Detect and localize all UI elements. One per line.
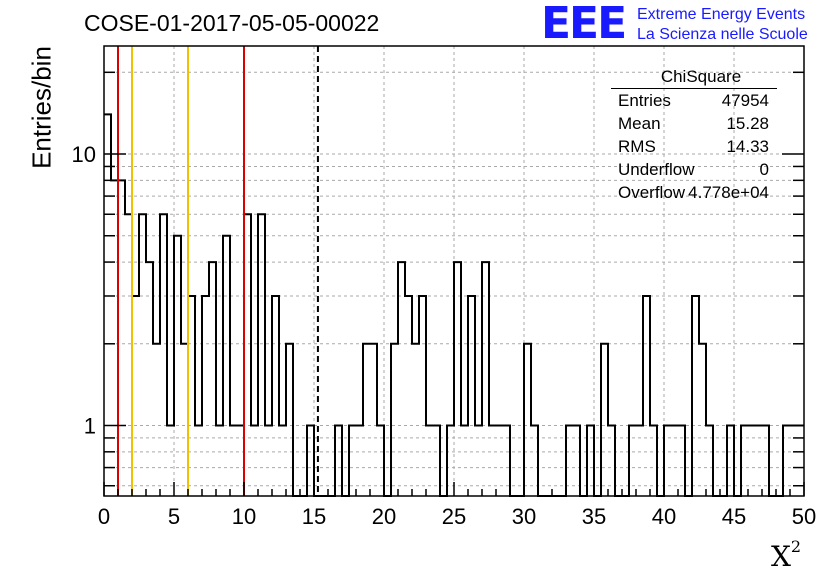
histogram-bin: [139, 214, 146, 496]
histogram-bin: [699, 344, 706, 496]
histogram-bin: [363, 344, 370, 496]
logo-line-2: La Scienza nelle Scuole: [637, 26, 808, 43]
marker-lines: [117, 46, 319, 496]
x-tick-label: 35: [582, 504, 606, 529]
histogram-bin: [286, 344, 293, 496]
histogram-bin: [118, 180, 125, 496]
x-tick-label: 40: [652, 504, 676, 529]
x-tick-label: 5: [168, 504, 180, 529]
x-tick-label: 25: [442, 504, 466, 529]
x-tick-label: 15: [302, 504, 326, 529]
stat-value: 0: [759, 160, 769, 179]
y-tick-label: 1: [84, 414, 96, 439]
histogram-bin: [405, 296, 412, 496]
stat-value: 47954: [721, 91, 769, 110]
histogram-bin: [419, 296, 426, 496]
stat-name: Entries: [618, 91, 671, 110]
chart-title: COSE-01-2017-05-05-00022: [84, 10, 380, 36]
histogram-bin: [244, 214, 251, 496]
stat-row-rms: RMS 14.33: [611, 135, 779, 158]
stat-row-underflow: Underflow 0: [611, 158, 779, 181]
histogram-bin: [125, 214, 132, 496]
stats-divider: [611, 88, 777, 89]
x-tick-label: 0: [98, 504, 110, 529]
x-tick-label: 20: [372, 504, 396, 529]
stat-name: Mean: [618, 114, 661, 133]
histogram-bin: [454, 262, 461, 496]
histogram-bin: [111, 180, 118, 496]
axis-ticks: 0 5 10 15 20 25 30 35 40 45 50 1 10: [72, 71, 816, 529]
histogram-bin: [174, 236, 181, 496]
histogram-bin: [398, 262, 405, 496]
x-tick-label: 10: [232, 504, 256, 529]
histogram-bin: [153, 344, 160, 496]
histogram-bin: [146, 262, 153, 496]
histogram-bin: [482, 262, 489, 496]
stat-name: RMS: [618, 137, 656, 156]
x-tick-label: 45: [722, 504, 746, 529]
stat-row-overflow: Overflow 4.778e+04: [611, 181, 779, 204]
histogram-bin: [370, 344, 377, 496]
histogram-bin: [209, 262, 216, 496]
stat-value: 4.778e+04: [688, 183, 769, 202]
histogram-bin: [181, 344, 188, 496]
stat-name: Underflow: [618, 160, 695, 179]
histogram-bin: [160, 214, 167, 496]
histogram-bin: [524, 344, 531, 496]
histogram-bin: [188, 296, 195, 496]
x-axis-label: X2: [771, 537, 801, 572]
logo-mark: EEE: [541, 0, 627, 49]
stat-value: 15.28: [726, 114, 769, 133]
histogram: [104, 113, 804, 497]
histogram-bin: [202, 296, 209, 496]
histogram-bin: [601, 344, 608, 496]
histogram-bin: [643, 296, 650, 496]
x-tick-label: 50: [792, 504, 816, 529]
stats-title: ChiSquare: [660, 67, 742, 86]
histogram-bin: [692, 296, 699, 496]
histogram-bin: [272, 296, 279, 496]
stat-row-entries: Entries 47954: [611, 89, 779, 112]
stat-name: Overflow: [618, 183, 686, 202]
stat-row-mean: Mean 15.28: [611, 112, 779, 135]
histogram-bin: [132, 296, 139, 496]
histogram-bin: [468, 296, 475, 496]
stat-value: 14.33: [726, 137, 769, 156]
logo-line-1: Extreme Energy Events: [637, 6, 806, 23]
histogram-bin: [104, 114, 111, 496]
histogram-outline: [104, 113, 804, 497]
histogram-bin: [258, 214, 265, 496]
stats-box: ChiSquare Entries 47954 Mean 15.28 RMS 1…: [611, 66, 779, 204]
y-axis-label: Entries/bin: [26, 46, 57, 169]
histogram-bin: [223, 236, 230, 496]
histogram-bin: [412, 344, 419, 496]
histogram-bin: [391, 344, 398, 496]
x-tick-label: 30: [512, 504, 536, 529]
y-tick-label: 10: [72, 142, 96, 167]
